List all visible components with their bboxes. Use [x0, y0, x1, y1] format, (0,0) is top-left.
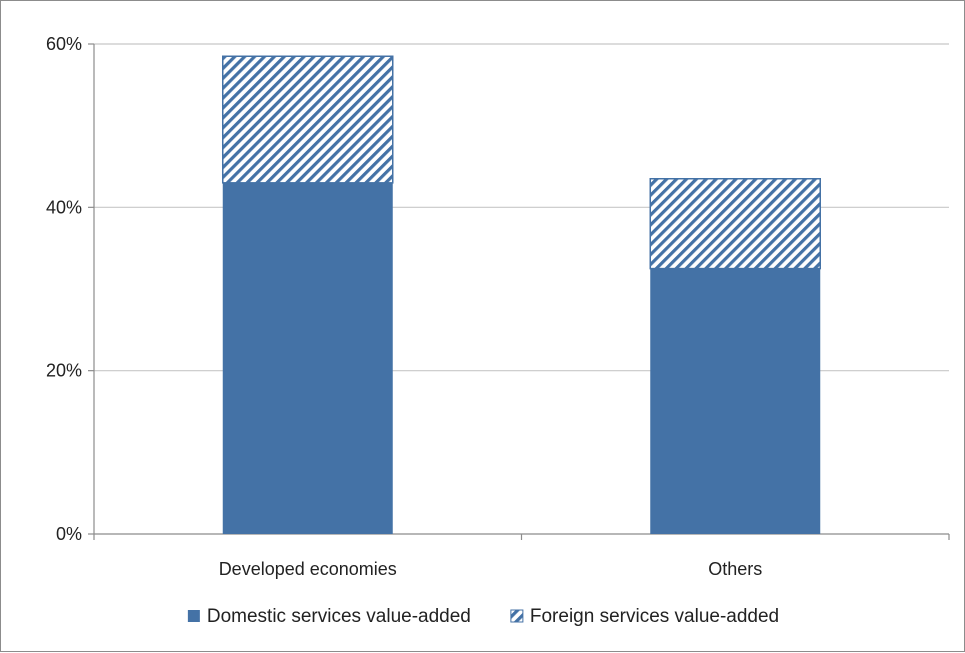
y-tick-label: 20% [46, 361, 82, 381]
bar-foreign-services [649, 178, 821, 270]
x-tick-label: Others [708, 559, 762, 579]
bar-domestic-services [650, 268, 821, 534]
y-tick-label: 60% [46, 34, 82, 54]
bar-domestic-services [222, 182, 393, 535]
y-tick-label: 0% [56, 524, 82, 544]
tick-labels: 0% 20% 40% 60% Developed economies Others [46, 34, 762, 579]
bars [222, 55, 821, 535]
legend-swatch [510, 609, 524, 623]
legend-label: Domestic services value-added [207, 606, 471, 627]
legend-item-foreign: Foreign services value-added [510, 606, 779, 627]
legend-swatch [187, 610, 200, 622]
legend-label: Foreign services value-added [530, 606, 779, 627]
legend-item-domestic: Domestic services value-added [187, 606, 471, 627]
x-tick-label: Developed economies [219, 559, 397, 579]
bar-foreign-services [222, 55, 394, 184]
y-tick-label: 40% [46, 197, 82, 217]
legend: Domestic services value-added Foreign ser… [187, 606, 779, 627]
